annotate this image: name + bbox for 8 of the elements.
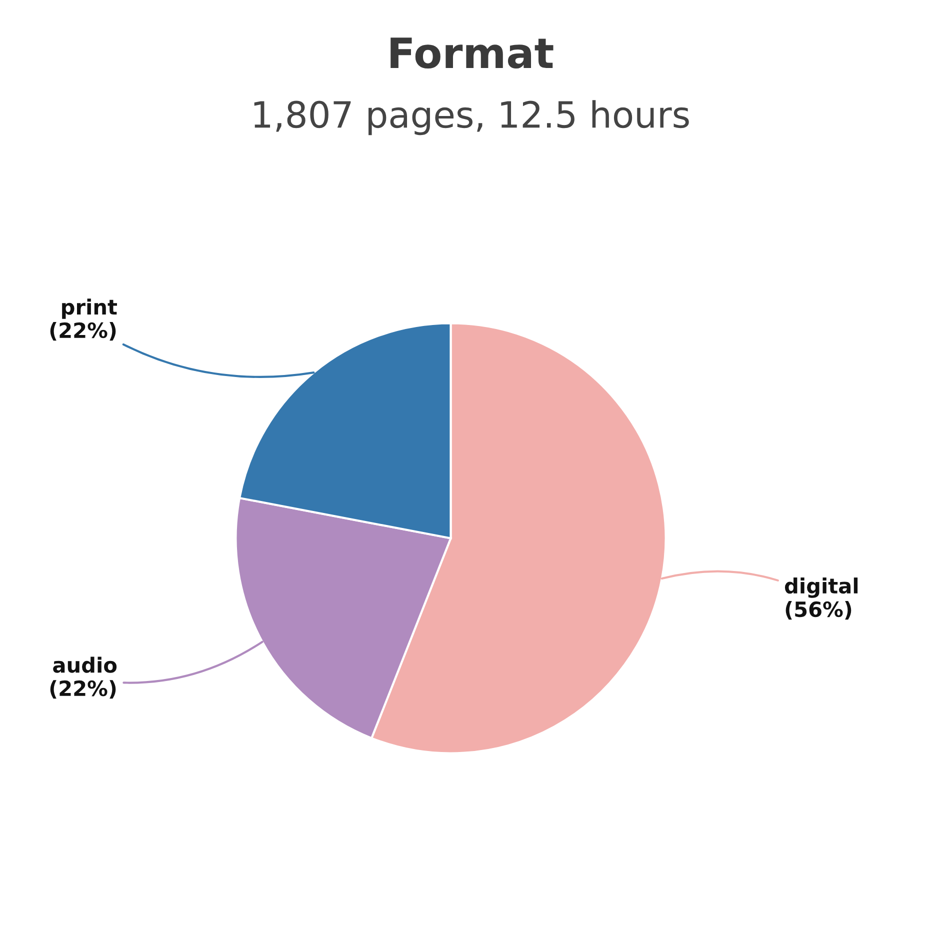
slice-label: digital: [784, 578, 858, 598]
slice-label: audio: [53, 656, 117, 673]
chart-subtitle: 1,807 pages, 12.5 hours: [254, 100, 689, 136]
slice-label: print: [62, 298, 117, 319]
data-label: (22%): [50, 322, 116, 341]
data-label: (22%): [50, 680, 116, 699]
chart-title: Format: [390, 38, 554, 69]
data-label: (56%): [786, 601, 852, 620]
